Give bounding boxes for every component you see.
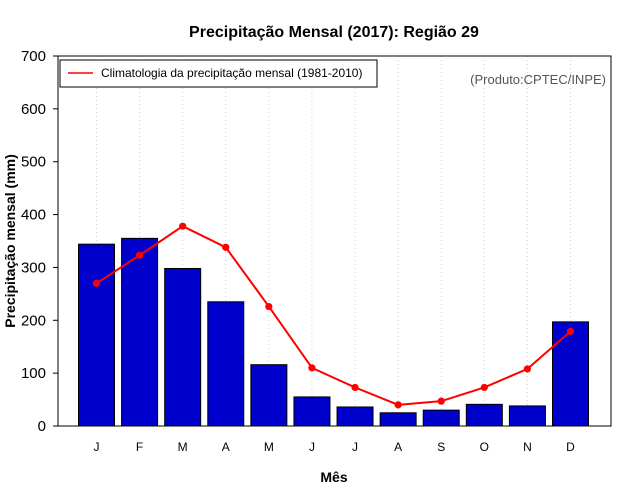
bar-7 xyxy=(336,406,374,427)
y-tick-label: 300 xyxy=(21,259,46,276)
x-axis-label: Mês xyxy=(320,469,347,485)
bar-1 xyxy=(78,243,115,427)
climatology-point-3 xyxy=(179,222,187,230)
bar-5 xyxy=(250,364,288,427)
x-tick-label: O xyxy=(480,440,489,454)
bar-9 xyxy=(422,409,460,427)
bar-12 xyxy=(552,321,589,427)
y-tick-label: 600 xyxy=(21,101,46,118)
x-tick-label: A xyxy=(394,440,402,454)
x-tick-label: M xyxy=(178,440,188,454)
legend-entry-climatology: Climatologia da precipitação mensal (198… xyxy=(101,66,362,80)
bar-series xyxy=(78,237,589,427)
climatology-point-11 xyxy=(523,365,532,373)
climatology-point-1 xyxy=(92,279,101,287)
climatology-point-7 xyxy=(351,383,359,392)
climatology-point-2 xyxy=(135,251,144,259)
x-tick-label: M xyxy=(264,440,274,454)
climatology-point-8 xyxy=(394,401,402,409)
bar-10 xyxy=(465,403,503,427)
x-tick-label: D xyxy=(566,440,575,454)
bar-11 xyxy=(508,405,546,427)
bar-6 xyxy=(293,396,331,427)
y-axis-label: Precipitação mensal (mm) xyxy=(2,154,18,328)
legend-box xyxy=(59,59,378,88)
y-axis: 0 100 200 300 400 500 600 700 xyxy=(21,48,58,435)
climatology-line xyxy=(95,225,572,406)
bar-2 xyxy=(121,237,159,427)
climatology-point-6 xyxy=(308,364,316,372)
climatology-point-4 xyxy=(222,243,230,251)
y-tick-label: 700 xyxy=(21,48,46,65)
y-tick-label: 500 xyxy=(21,154,46,171)
bar-4 xyxy=(207,301,245,427)
climatology-line-series xyxy=(92,222,575,409)
plot-frame xyxy=(57,55,612,427)
y-tick-label: 200 xyxy=(21,312,46,329)
legend: Climatologia da precipitação mensal (198… xyxy=(59,59,378,88)
x-tick-label: S xyxy=(437,440,445,454)
climatology-point-9 xyxy=(437,397,445,405)
x-tick-label: A xyxy=(222,440,230,454)
x-tick-label: F xyxy=(136,440,143,454)
climatology-point-12 xyxy=(566,327,575,335)
x-tick-label: J xyxy=(352,440,358,454)
product-credit: (Produto:CPTEC/INPE) xyxy=(470,72,606,87)
climatology-point-5 xyxy=(265,302,273,311)
bar-8 xyxy=(379,412,417,427)
bar-3 xyxy=(164,267,202,427)
x-tick-label: J xyxy=(309,440,315,454)
x-tick-label: J xyxy=(94,440,100,454)
climatology-point-10 xyxy=(480,383,488,392)
chart-title: Precipitação Mensal (2017): Região 29 xyxy=(189,24,479,41)
y-tick-label: 100 xyxy=(21,365,46,382)
x-tick-label: N xyxy=(523,440,532,454)
y-tick-label: 0 xyxy=(38,418,46,435)
y-tick-label: 400 xyxy=(21,207,46,224)
